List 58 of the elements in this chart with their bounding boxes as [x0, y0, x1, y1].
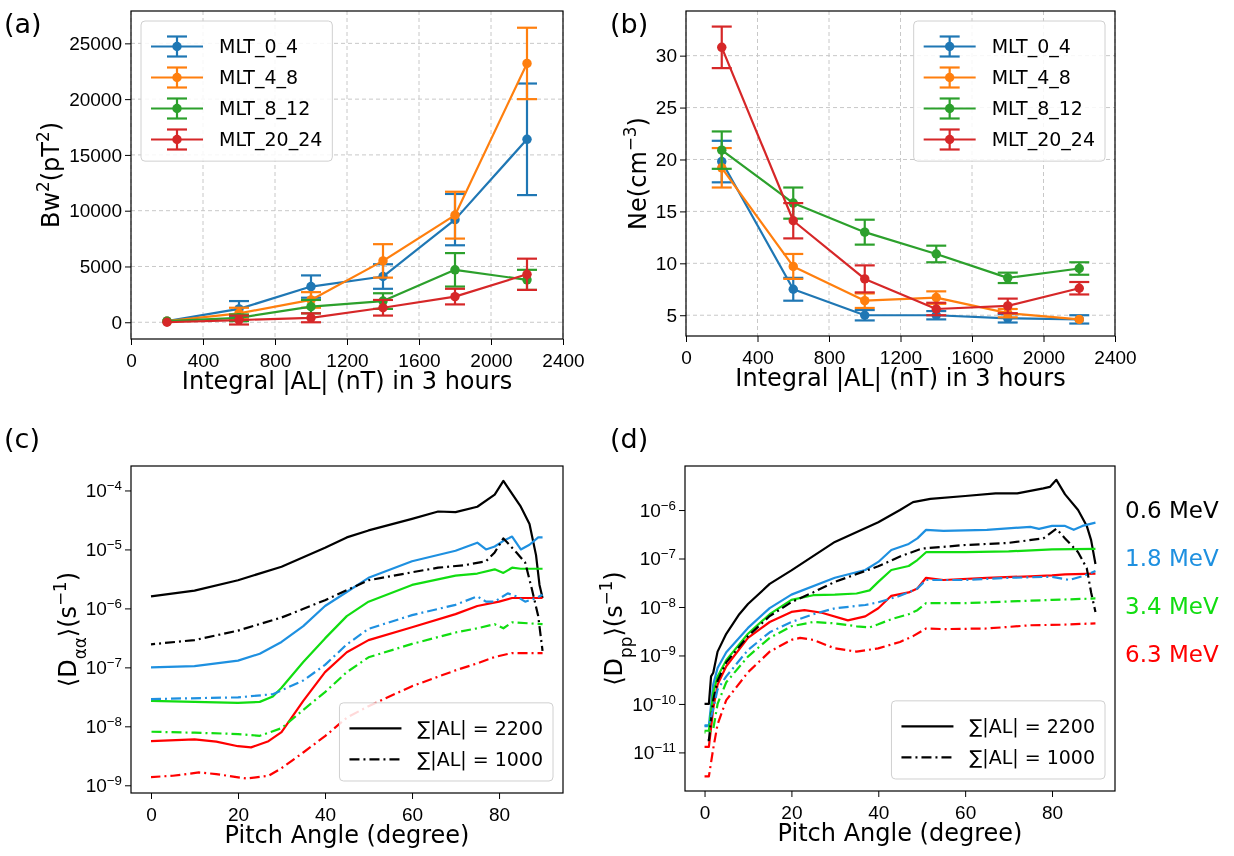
y-tick-label: 10$^{−11}$ [633, 739, 676, 763]
y-tick-label: 5000 [79, 256, 122, 278]
x-tick-label: 2400 [542, 350, 585, 371]
x-tick-label: 0 [126, 350, 137, 371]
line-series [149, 596, 544, 749]
x-tick-label: 2400 [1094, 347, 1137, 368]
y-tick-label: 10$^{−8}$ [639, 594, 676, 618]
y-tick-label: 30 [655, 45, 677, 67]
y-tick-label: 0 [111, 311, 122, 333]
line-series [149, 592, 544, 701]
line-series [703, 622, 1097, 778]
text: 0.6 MeV [1125, 497, 1219, 523]
y-tick-label: 25 [655, 97, 677, 119]
x-tick-label: 0 [681, 347, 692, 368]
legend-label: MLT_8_12 [219, 97, 311, 121]
chart-title: (a) [4, 8, 42, 39]
text: 6.3 MeV [1125, 641, 1219, 667]
y-tick-label: 10$^{−9}$ [85, 772, 122, 796]
legend-label: MLT_8_12 [991, 97, 1083, 121]
legend-label: MLT_4_8 [219, 66, 299, 90]
line-series [703, 478, 1097, 706]
legend-label: MLT_20_24 [219, 128, 323, 152]
legend-label: ∑|AL| = 1000 [969, 746, 1095, 769]
x-tick-label: 0 [699, 802, 711, 823]
chart-title: (b) [610, 8, 649, 39]
y-tick-label: 10$^{−6}$ [85, 595, 122, 619]
y-tick-label: 10$^{−9}$ [639, 642, 676, 667]
x-tick-label: 80 [488, 804, 511, 825]
line-series [149, 566, 544, 704]
legend-label: MLT_0_4 [991, 35, 1071, 59]
legend-label: MLT_4_8 [991, 66, 1071, 90]
y-tick-label: 10$^{−10}$ [632, 691, 676, 715]
y-tick-label: 10 [655, 252, 677, 274]
y-tick-label: 10$^{−7}$ [639, 545, 676, 570]
y-tick-label: 10000 [69, 200, 122, 222]
y-tick-label: 15 [655, 200, 677, 222]
line-series [149, 651, 544, 780]
text: 3.4 MeV [1125, 593, 1219, 619]
legend-label: ∑|AL| = 2200 [417, 717, 543, 740]
y-tick-label: 5 [666, 304, 677, 326]
line-series [149, 479, 544, 600]
y-tick-label: 25000 [69, 32, 122, 54]
x-tick-label: 80 [1041, 802, 1064, 823]
chart-title: (d) [610, 423, 649, 454]
y-tick-label: 20000 [69, 88, 122, 110]
y-tick-label: 10$^{−4}$ [85, 477, 122, 502]
legend-label: ∑|AL| = 1000 [417, 748, 543, 771]
y-tick-label: 15000 [69, 144, 122, 166]
y-tick-label: 20 [655, 149, 677, 171]
text: 1.8 MeV [1125, 545, 1219, 571]
legend-label: MLT_0_4 [219, 35, 299, 59]
y-tick-label: 10$^{−8}$ [85, 713, 122, 737]
legend-label: MLT_20_24 [991, 128, 1095, 152]
x-tick-label: 0 [146, 804, 157, 825]
legend-label: ∑|AL| = 2200 [969, 715, 1095, 738]
chart-title: (c) [4, 423, 40, 454]
y-tick-label: 10$^{−6}$ [639, 497, 676, 521]
y-tick-label: 10$^{−5}$ [85, 536, 122, 561]
